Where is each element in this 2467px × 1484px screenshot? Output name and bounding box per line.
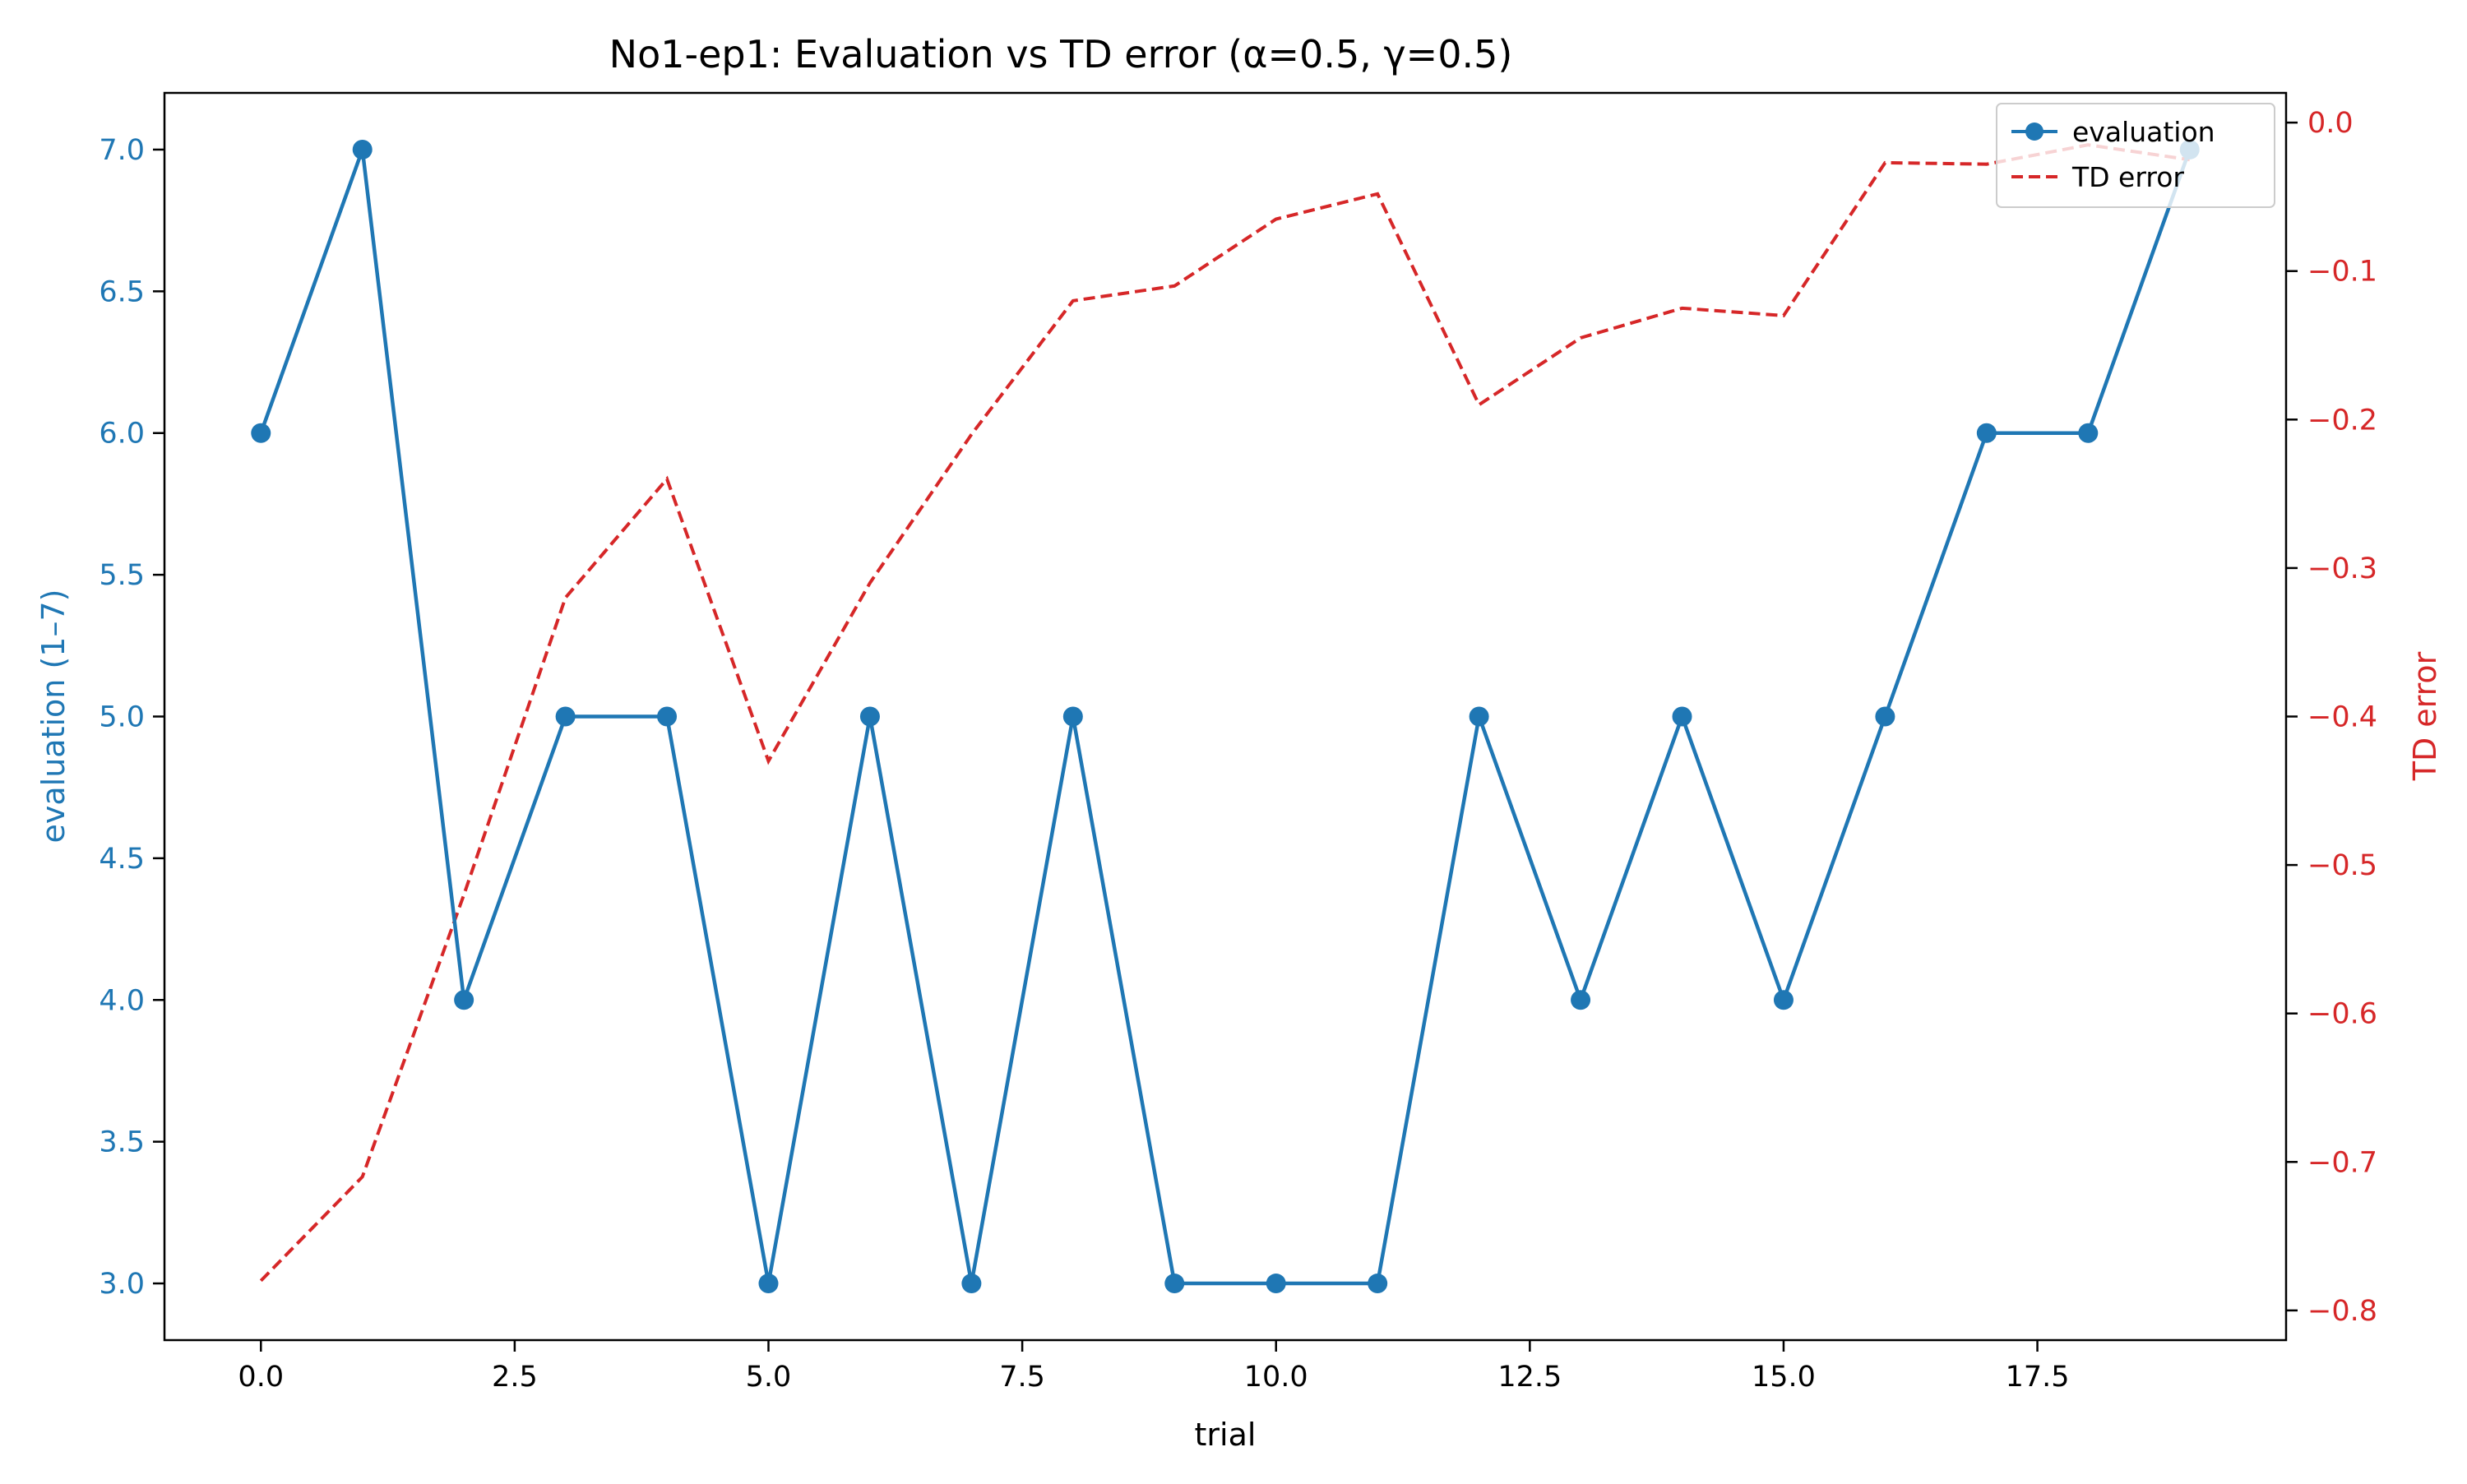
- y-right-tick-label: −0.4: [2307, 701, 2377, 734]
- legend-evaluation-marker: [2025, 123, 2043, 141]
- evaluation-point: [1368, 1274, 1388, 1294]
- evaluation-point: [1062, 706, 1083, 727]
- evaluation-point: [2078, 423, 2099, 443]
- x-tick-label: 0.0: [238, 1361, 284, 1394]
- y-left-tick-label: 3.5: [99, 1126, 145, 1159]
- chart-title: No1-ep1: Evaluation vs TD error (α=0.5, …: [609, 32, 1513, 76]
- y-left-tick-label: 7.0: [99, 134, 145, 167]
- x-axis: 0.0 2.5 5.0 7.5 10.0 12.5 15.0 17.5: [238, 1340, 2070, 1394]
- y-axis-right: −0.8 −0.7 −0.6 −0.5 −0.4 −0.3 −0.2 −0.1 0.0: [2286, 107, 2377, 1328]
- legend-box: [1996, 103, 2275, 208]
- evaluation-point: [352, 139, 373, 159]
- y-right-tick-label: −0.8: [2307, 1295, 2377, 1328]
- legend-td-error-label: TD error: [2071, 161, 2184, 193]
- evaluation-point: [1875, 706, 1895, 727]
- evaluation-point: [555, 706, 576, 727]
- x-tick-label: 2.5: [492, 1361, 538, 1394]
- x-tick-label: 7.5: [999, 1361, 1045, 1394]
- y-left-tick-label: 5.5: [99, 559, 145, 592]
- legend: evaluation TD error: [1996, 103, 2275, 208]
- y-left-tick-label: 6.5: [99, 275, 145, 308]
- evaluation-point: [1266, 1274, 1286, 1294]
- y-right-tick-label: 0.0: [2307, 107, 2354, 140]
- evaluation-series-line: [259, 149, 2192, 1286]
- evaluation-point: [1976, 423, 1997, 443]
- evaluation-point: [758, 1274, 779, 1294]
- evaluation-point: [657, 706, 678, 727]
- evaluation-point: [859, 706, 880, 727]
- evaluation-point: [1672, 706, 1692, 727]
- y-left-tick-label: 4.5: [99, 843, 145, 876]
- x-axis-label: trial: [1195, 1417, 1257, 1453]
- evaluation-point: [454, 990, 474, 1010]
- td-error-series-line: [259, 143, 2191, 1283]
- x-tick-label: 12.5: [1497, 1361, 1562, 1394]
- y-left-tick-label: 5.0: [99, 701, 145, 734]
- y-right-tick-label: −0.2: [2307, 404, 2377, 437]
- y-right-tick-label: −0.6: [2307, 998, 2377, 1031]
- y-right-tick-label: −0.3: [2307, 552, 2377, 585]
- evaluation-point: [961, 1274, 982, 1294]
- x-tick-label: 10.0: [1244, 1361, 1308, 1394]
- x-tick-label: 15.0: [1752, 1361, 1816, 1394]
- y-axis-left-label: evaluation (1–7): [35, 589, 72, 844]
- y-axis-left: 3.0 3.5 4.0 4.5 5.0 5.5 6.0 6.5 7.0: [99, 134, 164, 1301]
- evaluation-point: [1164, 1274, 1185, 1294]
- plot-area: [251, 139, 2200, 1294]
- evaluation-point: [251, 423, 271, 443]
- legend-evaluation-label: evaluation: [2072, 116, 2215, 148]
- evaluation-point: [1773, 990, 1794, 1010]
- y-axis-right-label: TD error: [2407, 651, 2443, 781]
- y-left-tick-label: 3.0: [99, 1268, 145, 1301]
- y-right-tick-label: −0.1: [2307, 256, 2377, 289]
- y-right-tick-label: −0.5: [2307, 849, 2377, 882]
- evaluation-point: [1571, 990, 1591, 1010]
- y-left-tick-label: 6.0: [99, 418, 145, 451]
- y-left-tick-label: 4.0: [99, 984, 145, 1017]
- evaluation-point: [1469, 706, 1489, 727]
- y-right-tick-label: −0.7: [2307, 1146, 2377, 1179]
- x-tick-label: 17.5: [2006, 1361, 2070, 1394]
- x-tick-label: 5.0: [746, 1361, 792, 1394]
